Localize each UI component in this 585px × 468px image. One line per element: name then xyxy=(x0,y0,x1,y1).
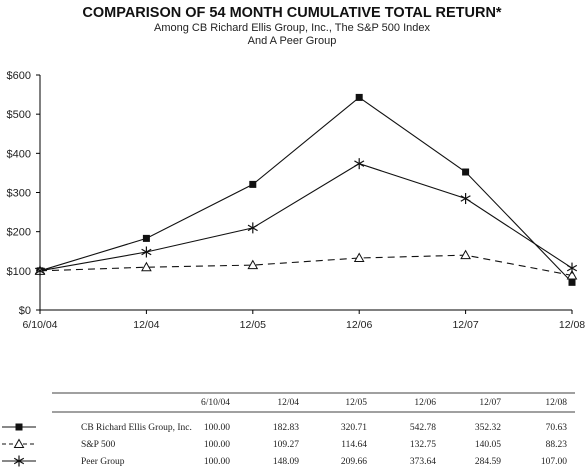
data-point-square xyxy=(462,168,470,176)
table-row: CB Richard Ellis Group, Inc. 100.00 182.83… xyxy=(2,423,567,433)
table-cell-value: 100.00 xyxy=(204,457,230,467)
table-cell-value: 88.23 xyxy=(546,440,568,450)
x-tick-label: 12/08 xyxy=(559,319,585,331)
table-cell-value: 320.71 xyxy=(341,423,367,433)
table-cell-value: 109.27 xyxy=(273,440,299,450)
x-tick-label: 12/07 xyxy=(452,319,478,331)
data-point-square xyxy=(568,278,576,286)
x-axis: 6/10/04 12/04 12/05 12/06 12/07 12/08 xyxy=(22,309,585,331)
data-table: 6/10/04 12/04 12/05 12/06 12/07 12/08 CB Rich… xyxy=(2,392,575,467)
table-cell-value: 542.78 xyxy=(410,423,436,433)
table-column-header: 12/08 xyxy=(545,398,567,408)
series-markers xyxy=(34,93,578,286)
y-tick-label: $600 xyxy=(7,70,31,82)
x-tick-label: 12/04 xyxy=(133,319,159,331)
y-tick-label: $500 xyxy=(7,109,31,121)
table-cell-value: 284.59 xyxy=(475,457,501,467)
table-column-header: 12/05 xyxy=(345,398,367,408)
y-tick-label: $0 xyxy=(19,305,31,317)
series-lines xyxy=(39,96,573,283)
data-point-triangle xyxy=(566,269,578,280)
y-tick-label: $400 xyxy=(7,148,31,160)
table-cell-value: 114.64 xyxy=(341,440,367,450)
data-point-triangle xyxy=(247,259,259,270)
data-point-triangle xyxy=(353,252,365,263)
data-point-square xyxy=(249,180,257,188)
data-point-asterisk xyxy=(34,265,46,277)
data-point-asterisk xyxy=(460,193,471,205)
table-row: S&P 500 100.00 109.27 114.64 132.75 140.05 88.… xyxy=(2,438,568,450)
chart-subtitle-line1: Among CB Richard Ellis Group, Inc., The … xyxy=(154,22,430,34)
x-ticks: 6/10/04 12/04 12/05 12/06 12/07 12/08 xyxy=(22,310,585,331)
table-cell-value: 352.32 xyxy=(475,423,501,433)
table-rows: CB Richard Ellis Group, Inc. 100.00 182.83… xyxy=(2,423,567,467)
legend-triangle-marker xyxy=(13,438,25,448)
table-cell-value: 182.83 xyxy=(273,423,299,433)
table-cell-value: 100.00 xyxy=(204,423,230,433)
table-cell-value: 209.66 xyxy=(341,457,367,467)
data-point-asterisk xyxy=(566,262,578,274)
table-column-header: 6/10/04 xyxy=(201,398,230,408)
legend-series-name: CB Richard Ellis Group, Inc. xyxy=(81,423,192,433)
table-cell-value: 148.09 xyxy=(273,457,299,467)
legend-asterisk-marker xyxy=(13,455,25,467)
data-point-square xyxy=(355,93,363,101)
table-cell-value: 140.05 xyxy=(475,440,501,450)
y-ticks: $0 $100 $200 $300 $400 $500 $600 xyxy=(7,70,40,317)
series-line-triangle xyxy=(39,254,573,276)
x-tick-label: 12/06 xyxy=(346,319,372,331)
table-cell-value: 70.63 xyxy=(546,423,568,433)
legend-square-marker xyxy=(15,423,23,431)
table-column-header: 12/07 xyxy=(479,398,501,408)
y-tick-label: $100 xyxy=(7,266,31,278)
series-line-square xyxy=(39,96,573,283)
y-tick-label: $300 xyxy=(7,188,31,200)
table-cell-value: 107.00 xyxy=(541,457,567,467)
table-column-header: 12/06 xyxy=(414,398,436,408)
table-row: Peer Group 100.00 148.09 209.66 373.64 284.59… xyxy=(2,455,567,467)
data-point-triangle xyxy=(141,261,152,272)
data-point-asterisk xyxy=(354,158,365,170)
series-line-asterisk xyxy=(39,163,573,272)
data-point-triangle xyxy=(460,249,471,260)
table-cell-value: 132.75 xyxy=(410,440,436,450)
table-cell-value: 373.64 xyxy=(410,457,436,467)
chart-title: COMPARISON OF 54 MONTH CUMULATIVE TOTAL … xyxy=(82,5,502,21)
table-header: 6/10/04 12/04 12/05 12/06 12/07 12/08 xyxy=(201,398,567,408)
legend-series-name: Peer Group xyxy=(81,457,125,467)
table-column-header: 12/04 xyxy=(277,398,299,408)
x-tick-label: 12/05 xyxy=(240,319,266,331)
data-point-asterisk xyxy=(141,246,152,258)
legend-series-name: S&P 500 xyxy=(81,440,115,450)
chart-subtitle-line2: And A Peer Group xyxy=(248,35,337,47)
data-point-asterisk xyxy=(247,222,258,234)
y-axis: $0 $100 $200 $300 $400 $500 $600 xyxy=(7,70,41,317)
data-point-square xyxy=(142,234,150,242)
y-tick-label: $200 xyxy=(7,227,31,239)
table-cell-value: 100.00 xyxy=(204,440,230,450)
x-tick-label: 6/10/04 xyxy=(22,319,57,331)
